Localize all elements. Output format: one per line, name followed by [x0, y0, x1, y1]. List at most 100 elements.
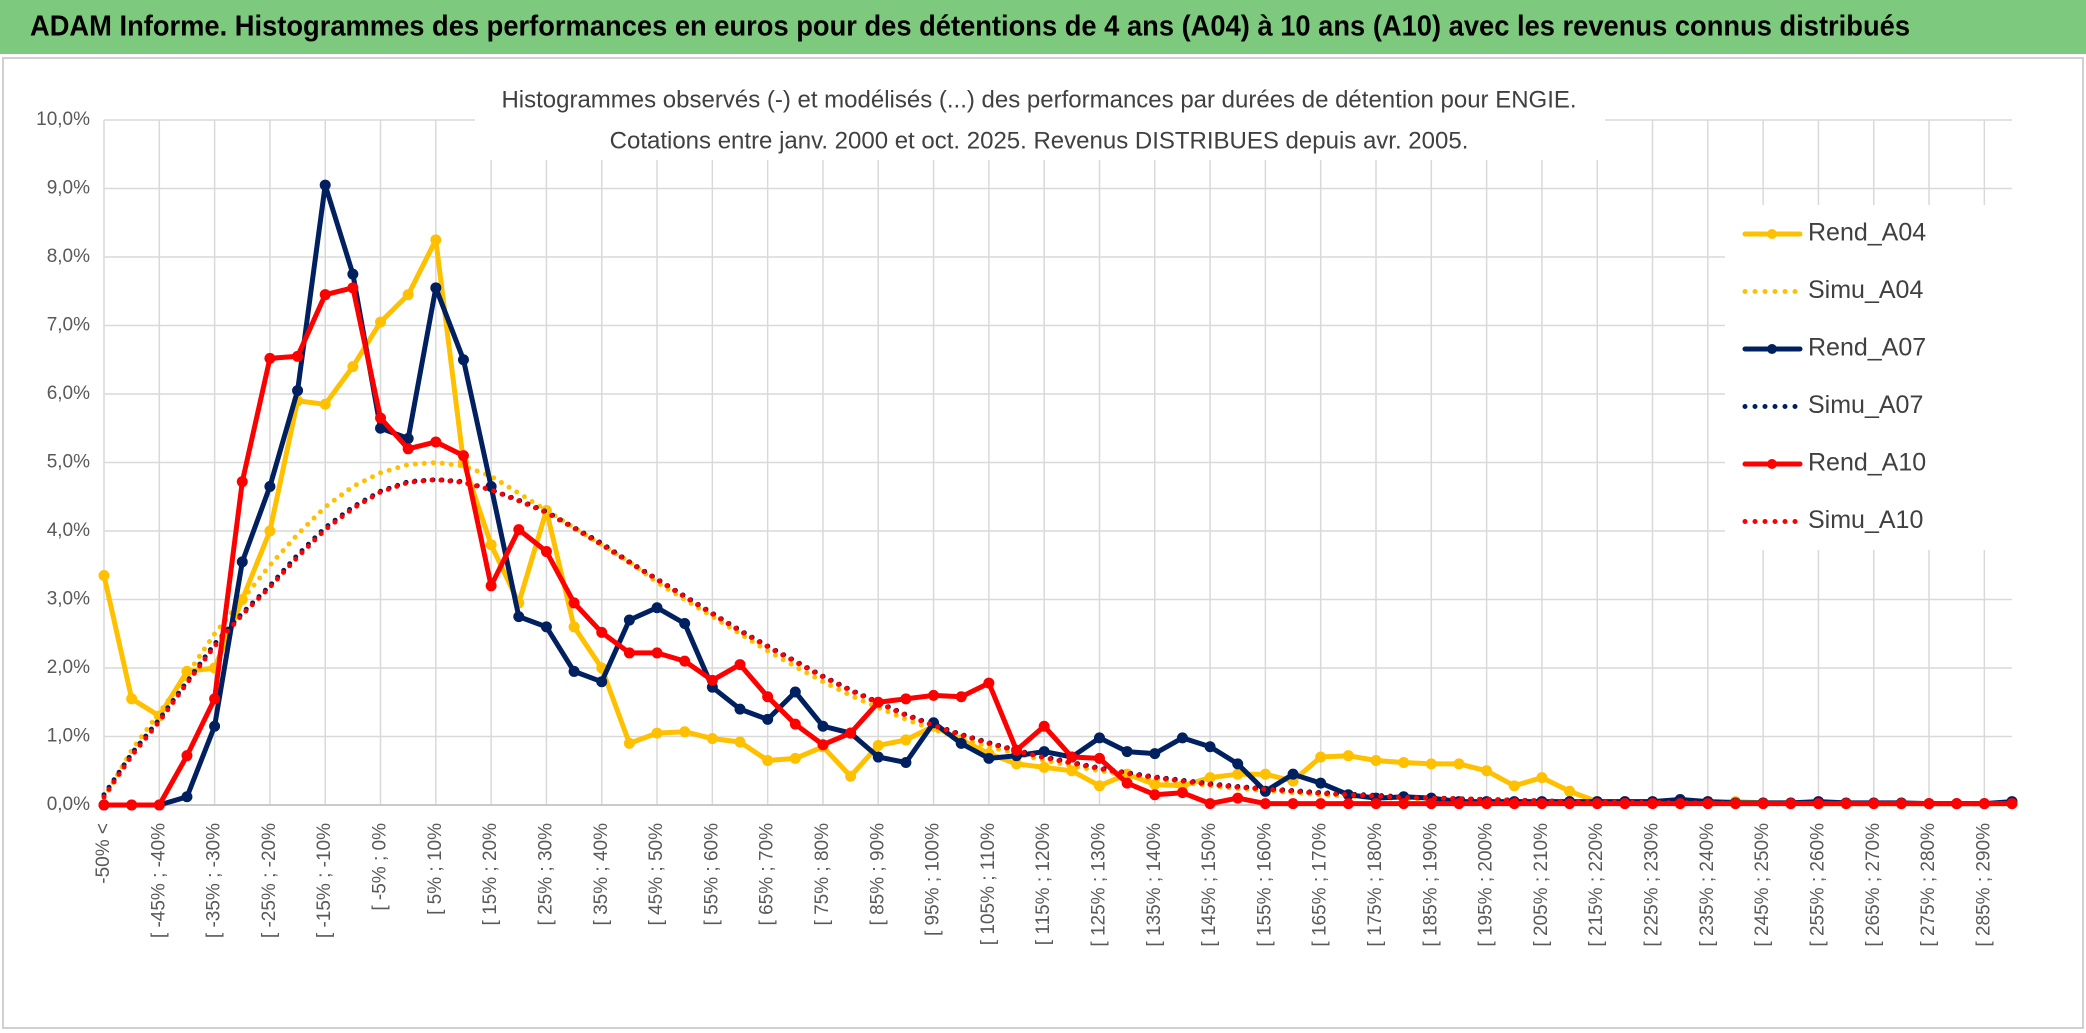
- data-point: [568, 597, 580, 609]
- data-point: [1093, 752, 1105, 764]
- legend-background: [1725, 205, 2015, 550]
- data-point: [1287, 798, 1299, 810]
- data-point: [734, 736, 746, 748]
- data-point: [430, 234, 442, 246]
- data-point: [1481, 765, 1493, 777]
- data-point: [1315, 777, 1327, 789]
- data-point: [98, 570, 110, 582]
- data-point: [98, 799, 110, 811]
- chart-subtitle: Cotations entre janv. 2000 et oct. 2025.…: [610, 127, 1469, 154]
- data-point: [789, 752, 801, 764]
- data-point: [319, 398, 331, 410]
- data-point: [1564, 785, 1576, 797]
- x-tick-label: [ -5% ; 0%: [370, 823, 391, 911]
- legend: Rend_A04 Simu_A04 Rend_A07 Simu_A07 Rend_A10…: [1725, 205, 2015, 550]
- data-point: [623, 614, 635, 626]
- data-point: [402, 289, 414, 301]
- data-point: [264, 480, 276, 492]
- data-point: [209, 693, 221, 705]
- x-tick-label: [ 275% ; 280%: [1918, 823, 1939, 947]
- data-point: [1232, 758, 1244, 770]
- x-tick-label: -50% <: [93, 823, 114, 884]
- data-point: [734, 659, 746, 671]
- series-line-dotted: [101, 460, 2015, 807]
- data-point: [928, 689, 940, 701]
- data-point: [375, 412, 387, 424]
- data-point: [1038, 761, 1050, 773]
- data-point: [181, 791, 193, 803]
- data-point: [319, 289, 331, 301]
- x-tick-label: [ -15% ; -10%: [314, 823, 335, 938]
- x-tick-label: [ 15% ; 20%: [480, 823, 501, 926]
- data-point: [236, 556, 248, 568]
- data-point: [900, 693, 912, 705]
- data-point: [126, 799, 138, 811]
- data-point: [1204, 772, 1216, 784]
- y-tick-label: 8,0%: [47, 246, 90, 267]
- data-point: [817, 739, 829, 751]
- x-tick-label: [ 195% ; 200%: [1476, 823, 1497, 947]
- series-line-dotted: [101, 477, 2015, 807]
- x-tick-label: [ 185% ; 190%: [1420, 823, 1441, 947]
- data-point: [540, 621, 552, 633]
- data-point: [955, 737, 967, 749]
- data-point: [1176, 787, 1188, 799]
- data-point: [900, 734, 912, 746]
- y-tick-label: 1,0%: [47, 726, 90, 747]
- data-point: [319, 179, 331, 191]
- x-tick-label: [ 85% ; 90%: [867, 823, 888, 926]
- data-point: [845, 727, 857, 739]
- data-point: [1176, 732, 1188, 744]
- data-point: [1204, 741, 1216, 753]
- data-point: [1370, 754, 1382, 766]
- data-point: [457, 354, 469, 366]
- x-tick-label: [ 155% ; 160%: [1254, 823, 1275, 947]
- data-point: [1315, 798, 1327, 810]
- x-tick-label: [ 205% ; 210%: [1531, 823, 1552, 947]
- data-point: [402, 443, 414, 455]
- data-point: [955, 691, 967, 703]
- data-point: [1453, 758, 1465, 770]
- x-tick-label: [ 5% ; 10%: [425, 823, 446, 915]
- y-tick-label: 10,0%: [36, 109, 90, 130]
- x-tick-label: [ 115% ; 120%: [1033, 823, 1054, 945]
- data-point: [457, 450, 469, 462]
- data-point: [1149, 789, 1161, 801]
- data-point: [1342, 750, 1354, 762]
- data-point: [817, 720, 829, 732]
- chart-title: Histogrammes observés (-) et modélisés (…: [501, 86, 1576, 113]
- data-point: [596, 626, 608, 638]
- legend-label: Simu_A10: [1808, 506, 1923, 534]
- data-point: [568, 665, 580, 677]
- y-tick-label: 5,0%: [47, 452, 90, 473]
- data-point: [264, 525, 276, 537]
- data-point: [1315, 751, 1327, 763]
- data-point: [983, 677, 995, 689]
- title-background: [475, 84, 1605, 160]
- data-point: [1425, 758, 1437, 770]
- data-point: [1121, 777, 1133, 789]
- data-point: [1093, 780, 1105, 792]
- data-point: [983, 752, 995, 764]
- data-point: [845, 770, 857, 782]
- y-tick-label: 7,0%: [47, 315, 90, 336]
- x-tick-label: [ 225% ; 230%: [1642, 823, 1663, 947]
- data-point: [1259, 768, 1271, 780]
- data-point: [1342, 798, 1354, 810]
- data-point: [292, 350, 304, 362]
- x-tick-label: [ 95% ; 100%: [923, 823, 944, 936]
- data-point: [1232, 792, 1244, 804]
- data-point: [623, 647, 635, 659]
- data-point: [1066, 765, 1078, 777]
- x-tick-label: [ 285% ; 290%: [1973, 823, 1994, 947]
- data-point: [264, 352, 276, 364]
- data-point: [540, 546, 552, 558]
- data-point: [568, 621, 580, 633]
- data-point: [1287, 768, 1299, 780]
- data-point: [347, 282, 359, 294]
- x-tick-label: [ -25% ; -20%: [259, 823, 280, 938]
- legend-marker: [1767, 344, 1777, 354]
- data-point: [596, 676, 608, 688]
- y-tick-label: 9,0%: [47, 178, 90, 199]
